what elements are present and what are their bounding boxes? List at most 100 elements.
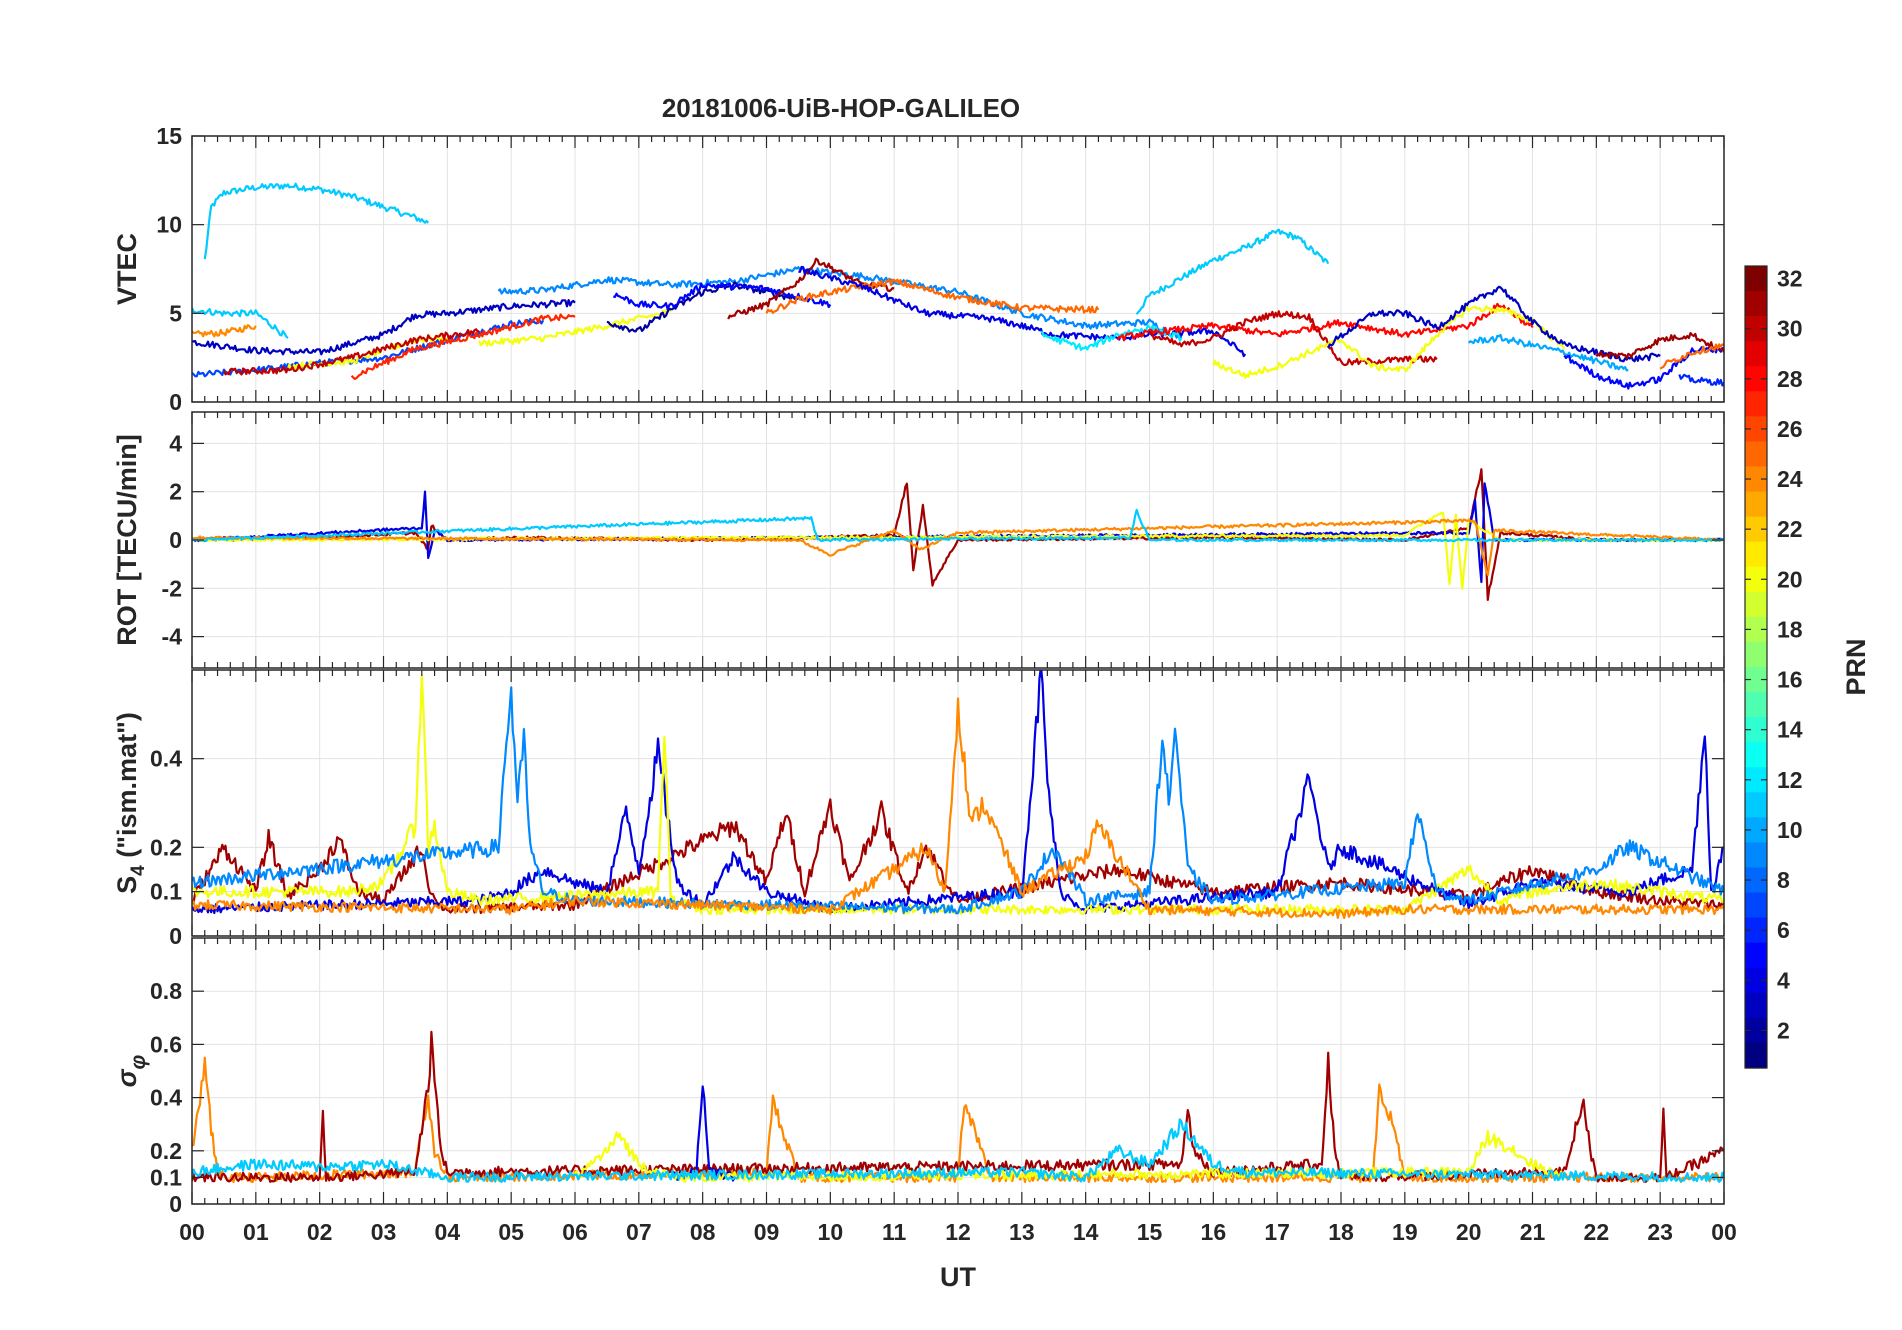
x-tick-label: 07 xyxy=(626,1219,652,1245)
series-line-prn-20 xyxy=(478,308,672,347)
x-tick-label: 13 xyxy=(1009,1219,1035,1245)
series-group-s4 xyxy=(192,670,1724,920)
x-tick-label: 22 xyxy=(1584,1219,1610,1245)
colorbar-segment xyxy=(1745,1042,1767,1069)
series-line-prn-5 xyxy=(612,282,832,311)
series-line-prn-25 xyxy=(1659,343,1724,370)
y-tick-label: 0.2 xyxy=(150,1138,182,1164)
colorbar-segment xyxy=(1745,416,1767,443)
y-tick-label: 10 xyxy=(156,212,182,238)
colorbar-segment xyxy=(1745,742,1767,768)
series-group-vtec xyxy=(192,182,1724,390)
colorbar-segment xyxy=(1745,591,1767,618)
colorbar-segment xyxy=(1745,466,1767,493)
colorbar-segment xyxy=(1745,491,1767,518)
series-line-prn-11 xyxy=(1135,228,1330,315)
x-tick-label: 20 xyxy=(1456,1219,1482,1245)
x-tick-label: 03 xyxy=(371,1219,397,1245)
colorbar-segment xyxy=(1745,516,1767,543)
colorbar-label: PRN xyxy=(1841,638,1871,695)
colorbar-segment xyxy=(1745,366,1767,392)
x-tick-label: 12 xyxy=(945,1219,971,1245)
series-line-prn-25 xyxy=(765,278,1100,314)
colorbar-segment xyxy=(1745,541,1767,568)
y-tick-label: 0.1 xyxy=(150,1164,182,1190)
y-tick-label: 0.1 xyxy=(150,879,182,905)
colorbar-tick-label: 30 xyxy=(1777,316,1803,342)
y-tick-label: 0.6 xyxy=(150,1031,182,1057)
y-axis-label-rot: ROT [TECU/min] xyxy=(112,434,142,645)
series-line-prn-11 xyxy=(192,307,289,339)
colorbar-segment xyxy=(1745,341,1767,367)
colorbar-segment xyxy=(1745,867,1767,894)
series-line-prn-20 xyxy=(1212,305,1566,379)
colorbar-tick-label: 18 xyxy=(1777,616,1803,642)
colorbar-segment xyxy=(1745,792,1767,818)
x-tick-label: 02 xyxy=(307,1219,333,1245)
series-line-prn-30 xyxy=(222,328,480,376)
y-tick-label: 0 xyxy=(169,527,182,553)
x-tick-label: 08 xyxy=(690,1219,716,1245)
x-tick-label: 00 xyxy=(1711,1219,1737,1245)
colorbar-segment xyxy=(1745,917,1767,944)
y-tick-label: 5 xyxy=(169,300,182,326)
y-tick-label: 0.2 xyxy=(150,834,182,860)
x-tick-label: 18 xyxy=(1328,1219,1354,1245)
colorbar-segment xyxy=(1745,266,1767,292)
colorbar-segment xyxy=(1745,942,1767,969)
series-line-prn-3 xyxy=(1327,285,1661,363)
x-tick-label: 16 xyxy=(1201,1219,1227,1245)
y-tick-label: -4 xyxy=(162,624,183,650)
colorbar-tick-label: 2 xyxy=(1777,1017,1790,1043)
y-tick-label: 4 xyxy=(169,430,182,456)
colorbar-segment xyxy=(1745,616,1767,643)
y-tick-label: 15 xyxy=(156,123,182,149)
series-line-prn-24 xyxy=(192,518,1724,577)
x-tick-label: 23 xyxy=(1647,1219,1673,1245)
x-tick-label: 17 xyxy=(1264,1219,1290,1245)
colorbar-segment xyxy=(1745,767,1767,793)
x-tick-label: 00 xyxy=(179,1219,205,1245)
y-tick-label: 0 xyxy=(169,1191,182,1217)
x-tick-label: 06 xyxy=(562,1219,588,1245)
colorbar-tick-label: 10 xyxy=(1777,817,1803,843)
y-axis-label-sigma_phi: σφ xyxy=(112,1054,150,1087)
colorbar-tick-label: 20 xyxy=(1777,566,1803,592)
colorbar-segment xyxy=(1745,291,1767,317)
series-line-prn-10 xyxy=(1467,333,1629,372)
colorbar-segment xyxy=(1745,717,1767,743)
x-tick-label: 05 xyxy=(498,1219,524,1245)
colorbar-segment xyxy=(1745,391,1767,417)
y-tick-label: 0.4 xyxy=(150,746,182,772)
series-line-prn-24 xyxy=(192,324,257,338)
colorbar-segment xyxy=(1745,566,1767,593)
y-tick-label: 0.8 xyxy=(150,978,182,1004)
colorbar-tick-label: 16 xyxy=(1777,667,1803,693)
x-tick-label: 04 xyxy=(435,1219,461,1245)
colorbar-tick-label: 12 xyxy=(1777,767,1803,793)
colorbar-segment xyxy=(1745,441,1767,468)
y-tick-label: 0.4 xyxy=(150,1085,182,1111)
colorbar-tick-label: 4 xyxy=(1777,967,1790,993)
chart-title: 20181006-UiB-HOP-GALILEO xyxy=(662,93,1020,123)
colorbar-segment xyxy=(1745,842,1767,869)
colorbar-segment xyxy=(1745,667,1767,693)
x-tick-label: 14 xyxy=(1073,1219,1099,1245)
series-line-prn-20 xyxy=(286,334,449,371)
series-line-prn-27 xyxy=(350,313,576,380)
colorbar-segment xyxy=(1745,892,1767,919)
x-tick-label: 10 xyxy=(818,1219,844,1245)
colorbar-segment xyxy=(1745,1017,1767,1044)
colorbar-frame xyxy=(1744,265,1768,1069)
y-tick-label: -2 xyxy=(162,575,182,601)
y-axis-label-s4: S4 ("ism.mat") xyxy=(112,712,149,894)
series-line-prn-9 xyxy=(192,686,1724,915)
series-line-prn-3 xyxy=(192,299,576,356)
series-line-prn-6 xyxy=(1678,373,1724,387)
colorbar-segment xyxy=(1745,316,1767,342)
series-line-prn-31 xyxy=(1595,332,1724,360)
x-tick-label: 09 xyxy=(754,1219,780,1245)
